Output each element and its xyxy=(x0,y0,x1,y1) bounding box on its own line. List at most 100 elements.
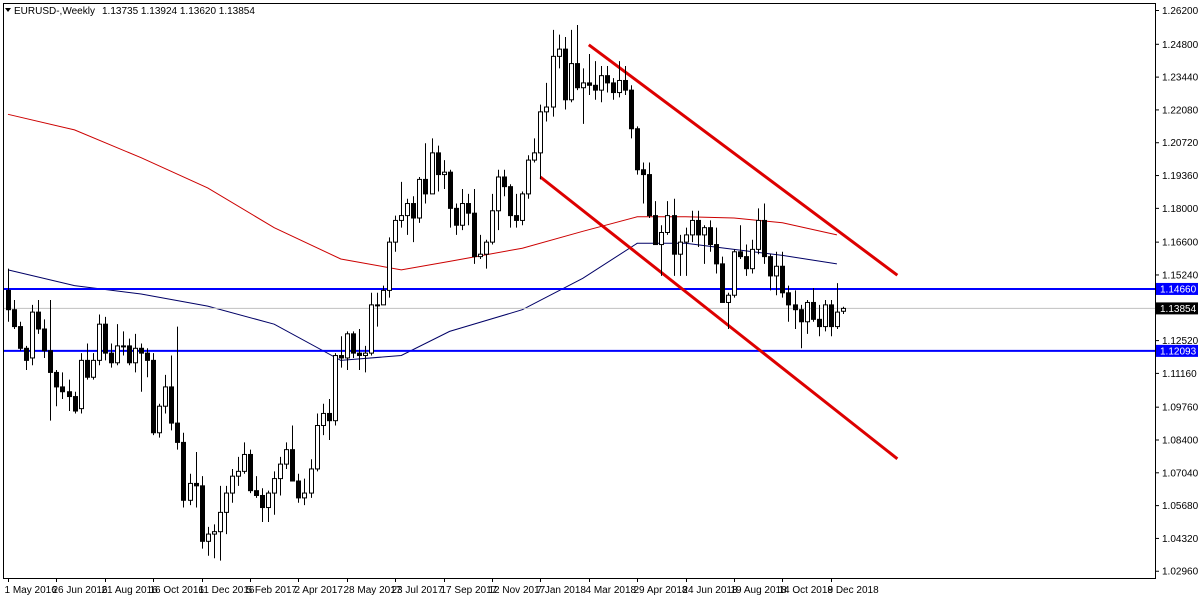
candle xyxy=(109,343,114,368)
candle xyxy=(551,29,556,117)
x-tick-label: 23 Jul 2017 xyxy=(392,585,444,596)
ohlc-readout: 1.13735 1.13924 1.13620 1.13854 xyxy=(102,6,255,17)
candle xyxy=(169,355,174,431)
candle-body xyxy=(551,55,556,108)
current-price-tag-bg xyxy=(1156,302,1198,315)
dropdown-triangle-icon xyxy=(5,8,11,12)
candle-body xyxy=(460,203,465,226)
candle-body xyxy=(786,292,791,306)
candle-body xyxy=(248,453,253,492)
candle xyxy=(599,66,604,103)
y-tick-label: 1.20720 xyxy=(1162,138,1199,149)
candle xyxy=(351,331,356,358)
candle xyxy=(266,490,271,523)
candle-body xyxy=(750,248,755,270)
candle xyxy=(387,237,392,298)
candle-body xyxy=(508,186,513,217)
candle xyxy=(363,345,368,373)
candle xyxy=(260,488,265,523)
candle xyxy=(526,155,531,199)
candle-body xyxy=(278,463,283,480)
candle xyxy=(381,285,386,306)
candle-body xyxy=(756,219,761,250)
candle xyxy=(811,287,816,322)
y-tick-label: 1.18000 xyxy=(1162,204,1199,215)
candle xyxy=(841,306,846,315)
candle-body xyxy=(557,48,562,57)
candle xyxy=(423,143,428,204)
candle-body xyxy=(526,159,531,195)
candle-body xyxy=(436,152,441,176)
candle-body xyxy=(520,193,525,221)
y-tick-label: 1.09760 xyxy=(1162,403,1199,414)
candle-body xyxy=(151,359,156,434)
candle xyxy=(115,324,120,366)
candle-body xyxy=(835,311,840,328)
x-tick-label: 12 Nov 2017 xyxy=(489,585,546,596)
candle-body xyxy=(42,328,47,352)
candle xyxy=(91,353,96,380)
candle-body xyxy=(194,482,199,487)
level-price-tag-2: 1.12093 xyxy=(1160,346,1197,357)
candle-body xyxy=(405,203,410,217)
x-tick-label: 16 Oct 2016 xyxy=(150,585,205,596)
candle xyxy=(321,403,326,436)
candle xyxy=(750,239,755,274)
candle xyxy=(236,456,241,486)
candle xyxy=(732,249,737,298)
candle xyxy=(230,468,235,503)
candle-body xyxy=(423,178,428,195)
candle xyxy=(466,193,471,226)
candle-body xyxy=(532,152,537,161)
candle xyxy=(309,459,314,498)
candle xyxy=(411,196,416,243)
candle xyxy=(24,345,29,371)
candle xyxy=(188,473,193,506)
candle-body xyxy=(442,171,447,176)
candle xyxy=(629,85,634,139)
candle xyxy=(714,227,719,274)
candle-body xyxy=(732,251,737,296)
y-tick-label: 1.23440 xyxy=(1162,73,1199,84)
candle-body xyxy=(36,311,41,330)
candle xyxy=(478,234,483,260)
candle-body xyxy=(254,490,259,496)
candle-body xyxy=(351,333,356,354)
candle-body xyxy=(708,227,713,246)
candle-body xyxy=(145,352,150,361)
y-tick-label: 1.04320 xyxy=(1162,534,1199,545)
x-tick-label: 9 Dec 2018 xyxy=(828,585,880,596)
candle xyxy=(218,485,223,561)
candle xyxy=(665,201,670,235)
candle-body xyxy=(448,171,453,209)
candle-body xyxy=(242,453,247,472)
candle-body xyxy=(635,128,640,171)
candle xyxy=(472,189,477,264)
candle-body xyxy=(714,244,719,265)
candle-body xyxy=(587,82,592,86)
candle-body xyxy=(393,219,398,243)
candle xyxy=(496,169,501,231)
candle xyxy=(133,333,138,373)
candle-body xyxy=(6,289,11,311)
candle xyxy=(641,162,646,204)
candle-body xyxy=(206,533,211,542)
candle xyxy=(369,292,374,356)
candle xyxy=(327,398,332,440)
candle xyxy=(79,353,84,414)
channel-line-1 xyxy=(587,43,899,277)
candle-body xyxy=(538,111,543,154)
candle xyxy=(339,336,344,368)
candle xyxy=(121,331,126,356)
candle xyxy=(702,225,707,264)
candle-body xyxy=(315,425,320,470)
candle-body xyxy=(115,345,120,364)
candle-body xyxy=(188,482,193,501)
candle-body xyxy=(641,169,646,176)
candle-body xyxy=(653,215,658,246)
candle-body xyxy=(605,75,610,84)
candle-body xyxy=(817,318,822,328)
candle-body xyxy=(321,412,326,427)
candle xyxy=(417,176,422,223)
